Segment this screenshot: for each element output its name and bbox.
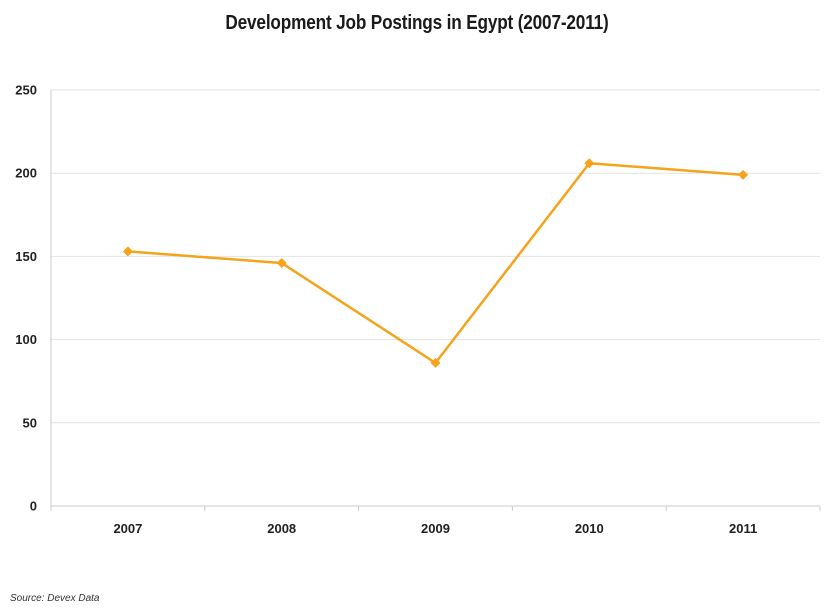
x-tick-label-2010: 2010: [575, 521, 604, 536]
chart-title: Development Job Postings in Egypt (2007-…: [225, 12, 609, 34]
data-point-2011: [738, 169, 749, 180]
x-tick-label-2007: 2007: [113, 521, 142, 536]
y-tick-label-100: 100: [15, 332, 37, 347]
y-tick-label-150: 150: [15, 249, 37, 264]
y-tick-label-50: 50: [23, 415, 37, 430]
data-point-2010: [584, 158, 595, 169]
x-tick-labels: 2007 2008 2009 2010 2011: [113, 521, 757, 536]
source-note: Source: Devex Data: [10, 593, 100, 604]
y-tick-labels: 0 50 100 150 200 250: [15, 83, 37, 514]
x-tick-label-2009: 2009: [421, 521, 450, 536]
data-point-2007: [122, 246, 133, 257]
data-point-2009: [430, 357, 441, 368]
y-tick-label-200: 200: [15, 166, 37, 181]
x-tick-label-2008: 2008: [267, 521, 296, 536]
y-tick-label-250: 250: [15, 83, 37, 98]
series: [122, 158, 749, 368]
gridlines: [51, 89, 820, 424]
data-point-2008: [276, 258, 287, 269]
x-tick-label-2011: 2011: [729, 521, 757, 536]
axes: [50, 90, 821, 511]
series-line-0: [126, 161, 745, 365]
y-tick-label-0: 0: [30, 499, 37, 514]
